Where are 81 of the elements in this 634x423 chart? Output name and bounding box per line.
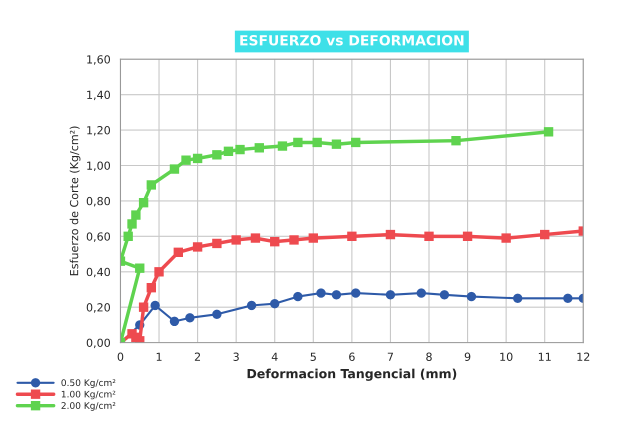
point (351, 138, 360, 148)
point (278, 141, 288, 151)
y-tick-label: 0,00 (86, 338, 110, 348)
point (224, 146, 234, 156)
chart-title: ESFUERZO vs DEFORMACION (240, 35, 464, 46)
point (270, 298, 280, 308)
point (293, 292, 303, 302)
point (544, 127, 554, 137)
point (462, 232, 472, 242)
x-tick-label: 3 (233, 352, 239, 361)
point (250, 233, 260, 243)
point (416, 288, 426, 298)
point (123, 232, 133, 242)
point (451, 136, 461, 146)
x-tick-label: 12 (577, 352, 590, 361)
point (293, 138, 303, 148)
x-tick-label: 11 (538, 352, 551, 361)
x-tick-label: 4 (272, 352, 278, 361)
y-tick-label: 1,00 (87, 161, 110, 172)
legend-label: 2.00 Kg/cm² (62, 402, 116, 411)
point (146, 180, 156, 190)
point (466, 292, 476, 302)
x-axis-title: Deformacion Tangencial (mm) (248, 368, 456, 381)
point (270, 236, 280, 246)
point (540, 230, 550, 240)
point (146, 283, 156, 292)
point (127, 219, 137, 229)
point (181, 156, 191, 165)
point (212, 150, 222, 160)
y-tick-label: 0,40 (86, 268, 110, 278)
y-tick-label: 0,60 (86, 232, 110, 242)
point (254, 143, 264, 152)
point (185, 313, 195, 323)
point (386, 230, 396, 240)
point (235, 144, 245, 154)
y-tick-label: 1,20 (87, 126, 110, 136)
x-tick-label: 10 (500, 352, 512, 361)
x-tick-label: 8 (426, 352, 432, 361)
point (289, 235, 299, 245)
point (192, 154, 202, 164)
x-tick-label: 1 (156, 352, 162, 361)
x-tick-label: 0 (118, 352, 124, 361)
point (192, 242, 202, 252)
point (131, 210, 141, 220)
y-tick-label: 0,80 (86, 196, 110, 206)
point (424, 232, 434, 242)
point (312, 138, 322, 148)
point (170, 316, 180, 326)
point (246, 300, 256, 310)
point (135, 264, 144, 273)
y-tick-label: 1,40 (87, 90, 110, 100)
legend-label: 0.50 Kg/cm² (61, 379, 116, 388)
point (332, 290, 342, 300)
point (440, 290, 450, 300)
point (347, 232, 357, 242)
point (174, 248, 183, 257)
point (212, 238, 222, 248)
point (308, 233, 318, 243)
point (138, 302, 148, 312)
y-tick-label: 1,60 (87, 55, 110, 65)
point (351, 288, 360, 298)
point (212, 310, 222, 319)
point (501, 233, 511, 243)
y-axis-title: Esfuerzo de Corte (Kg/cm²) (70, 126, 80, 276)
x-tick-label: 7 (388, 352, 394, 361)
x-tick-label: 6 (349, 352, 355, 361)
point (513, 294, 522, 304)
point (386, 290, 396, 300)
point (316, 288, 326, 298)
y-tick-label: 0,20 (86, 303, 110, 313)
point (138, 198, 148, 208)
point (154, 267, 164, 276)
x-tick-label: 5 (310, 352, 316, 361)
x-tick-label: 2 (194, 352, 200, 361)
x-tick-label: 9 (464, 352, 470, 361)
point (170, 164, 180, 174)
legend-label: 1.00 Kg/cm² (62, 390, 116, 400)
point (332, 140, 342, 149)
point (231, 235, 241, 245)
point (563, 294, 573, 304)
point (150, 300, 160, 310)
